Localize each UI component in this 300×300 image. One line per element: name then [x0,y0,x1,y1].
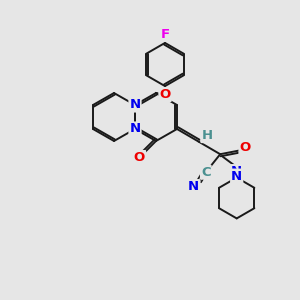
Text: N: N [188,180,200,193]
Text: N: N [231,165,242,178]
Text: N: N [231,169,242,183]
Text: N: N [129,98,141,112]
Text: H: H [201,129,213,142]
Text: O: O [239,141,251,154]
Text: O: O [134,151,145,164]
Text: N: N [129,122,141,136]
Text: F: F [160,28,169,41]
Text: C: C [201,166,211,179]
Text: O: O [159,88,171,101]
